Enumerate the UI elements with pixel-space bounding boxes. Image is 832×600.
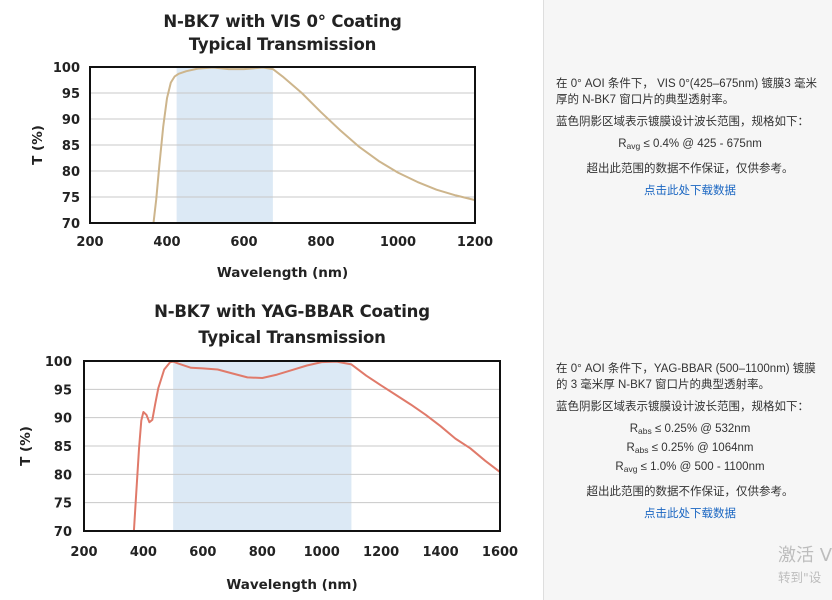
y-tick-label: 75 bbox=[62, 191, 80, 206]
x-tick-label: 1000 bbox=[304, 545, 340, 560]
spec-item: Ravg ≤ 1.0% @ 500 - 1100nm bbox=[556, 459, 824, 478]
shading-note: 蓝色阴影区域表示镀膜设计波长范围，规格如下： bbox=[556, 401, 809, 413]
chart-cell: N-BK7 with VIS 0° Coating Typical Transmi… bbox=[0, 0, 544, 290]
plot-frame bbox=[89, 66, 476, 224]
x-tick-label: 1200 bbox=[457, 235, 493, 250]
x-tick-label: 400 bbox=[153, 235, 180, 250]
spec-symbol: R bbox=[626, 442, 635, 454]
chart-title: N-BK7 with VIS 0° Coating bbox=[163, 12, 401, 31]
plot-frame bbox=[83, 360, 501, 532]
description-yag-bbar: 在 0° AOI 条件下，YAG-BBAR (500–1100nm) 镀膜的 3… bbox=[556, 361, 824, 522]
chart-title: N-BK7 with YAG-BBAR Coating bbox=[154, 302, 430, 321]
y-axis-label: T (%) bbox=[18, 426, 34, 466]
chart-cell: N-BK7 with YAG-BBAR Coating Typical Trans… bbox=[0, 290, 544, 600]
spec-subscript: avg bbox=[626, 141, 641, 151]
y-tick-label: 80 bbox=[62, 165, 80, 180]
x-tick-label: 600 bbox=[230, 235, 257, 250]
description-text: 在 0° AOI 条件下， VIS 0°(425–675nm) 镀膜3 毫米厚的… bbox=[556, 78, 818, 106]
x-tick-label: 1400 bbox=[422, 545, 458, 560]
disclaimer: 超出此范围的数据不作保证，仅供参考。 bbox=[586, 486, 794, 498]
disclaimer: 超出此范围的数据不作保证，仅供参考。 bbox=[586, 163, 794, 175]
chart-row-vis0: N-BK7 with VIS 0° Coating Typical Transmi… bbox=[0, 0, 832, 291]
x-tick-label: 1000 bbox=[380, 235, 416, 250]
x-tick-label: 800 bbox=[249, 545, 276, 560]
y-tick-label: 85 bbox=[62, 139, 80, 154]
spec-item: Ravg ≤ 0.4% @ 425 - 675nm bbox=[556, 136, 824, 155]
spec-value: ≤ 0.25% @ 1064nm bbox=[651, 442, 754, 454]
spec-value: ≤ 0.4% @ 425 - 675nm bbox=[643, 138, 762, 150]
spec-item: Rabs ≤ 0.25% @ 532nm bbox=[556, 421, 824, 440]
transmission-chart-yag-bbar: N-BK7 with YAG-BBAR Coating Typical Trans… bbox=[18, 302, 518, 593]
x-tick-label: 200 bbox=[76, 235, 103, 250]
description-text: 在 0° AOI 条件下，YAG-BBAR (500–1100nm) 镀膜的 3… bbox=[556, 363, 816, 391]
spec-symbol: R bbox=[629, 423, 639, 435]
chart-subtitle: Typical Transmission bbox=[198, 328, 385, 347]
x-tick-label: 200 bbox=[70, 545, 97, 560]
transmission-curve bbox=[132, 360, 501, 532]
description-cell bbox=[544, 0, 832, 290]
x-tick-label: 1600 bbox=[482, 545, 518, 560]
description-cell bbox=[544, 290, 832, 600]
y-tick-label: 70 bbox=[54, 525, 72, 540]
y-axis-label: T (%) bbox=[30, 125, 46, 165]
activation-watermark-subtext: 转到"设 bbox=[778, 570, 822, 585]
activation-watermark: 激活 V bbox=[778, 545, 832, 566]
spec-symbol: R bbox=[618, 138, 627, 150]
spec-subscript: abs bbox=[638, 426, 652, 436]
spec-value: ≤ 0.25% @ 532nm bbox=[654, 423, 751, 435]
spec-subscript: avg bbox=[623, 464, 638, 474]
download-data-link[interactable]: 点击此处下载数据 bbox=[644, 185, 736, 197]
spec-subscript: abs bbox=[634, 445, 649, 455]
y-tick-label: 85 bbox=[54, 440, 72, 455]
spec-item: Rabs ≤ 0.25% @ 1064nm bbox=[556, 440, 824, 459]
x-tick-label: 600 bbox=[189, 545, 216, 560]
chart-subtitle: Typical Transmission bbox=[189, 35, 376, 54]
shading-note: 蓝色阴影区域表示镀膜设计波长范围，规格如下： bbox=[556, 116, 809, 128]
x-tick-label: 400 bbox=[130, 545, 157, 560]
y-tick-label: 75 bbox=[54, 497, 72, 512]
x-axis-label: Wavelength (nm) bbox=[226, 577, 357, 593]
description-vis0: 在 0° AOI 条件下， VIS 0°(425–675nm) 镀膜3 毫米厚的… bbox=[556, 76, 824, 199]
transmission-curve bbox=[152, 66, 476, 224]
spec-list: Ravg ≤ 0.4% @ 425 - 675nm bbox=[556, 136, 824, 155]
transmission-chart-vis0: N-BK7 with VIS 0° Coating Typical Transmi… bbox=[30, 12, 493, 281]
spec-list: Rabs ≤ 0.25% @ 532nm Rabs ≤ 0.25% @ 1064… bbox=[556, 421, 824, 478]
spec-symbol: R bbox=[615, 461, 624, 473]
spec-value: ≤ 1.0% @ 500 - 1100nm bbox=[640, 461, 765, 473]
y-tick-label: 90 bbox=[54, 412, 72, 427]
x-tick-label: 1200 bbox=[363, 545, 399, 560]
y-tick-label: 100 bbox=[45, 355, 72, 370]
x-tick-label: 800 bbox=[307, 235, 334, 250]
download-data-link[interactable]: 点击此处下载数据 bbox=[644, 508, 736, 520]
chart-row-yag-bbar: N-BK7 with YAG-BBAR Coating Typical Trans… bbox=[0, 290, 832, 600]
y-tick-label: 90 bbox=[62, 113, 80, 128]
y-tick-label: 95 bbox=[62, 87, 80, 102]
y-tick-label: 70 bbox=[62, 217, 80, 232]
y-tick-label: 80 bbox=[54, 468, 72, 483]
y-tick-label: 100 bbox=[53, 61, 80, 76]
y-tick-label: 95 bbox=[54, 383, 72, 398]
x-axis-label: Wavelength (nm) bbox=[217, 265, 348, 281]
